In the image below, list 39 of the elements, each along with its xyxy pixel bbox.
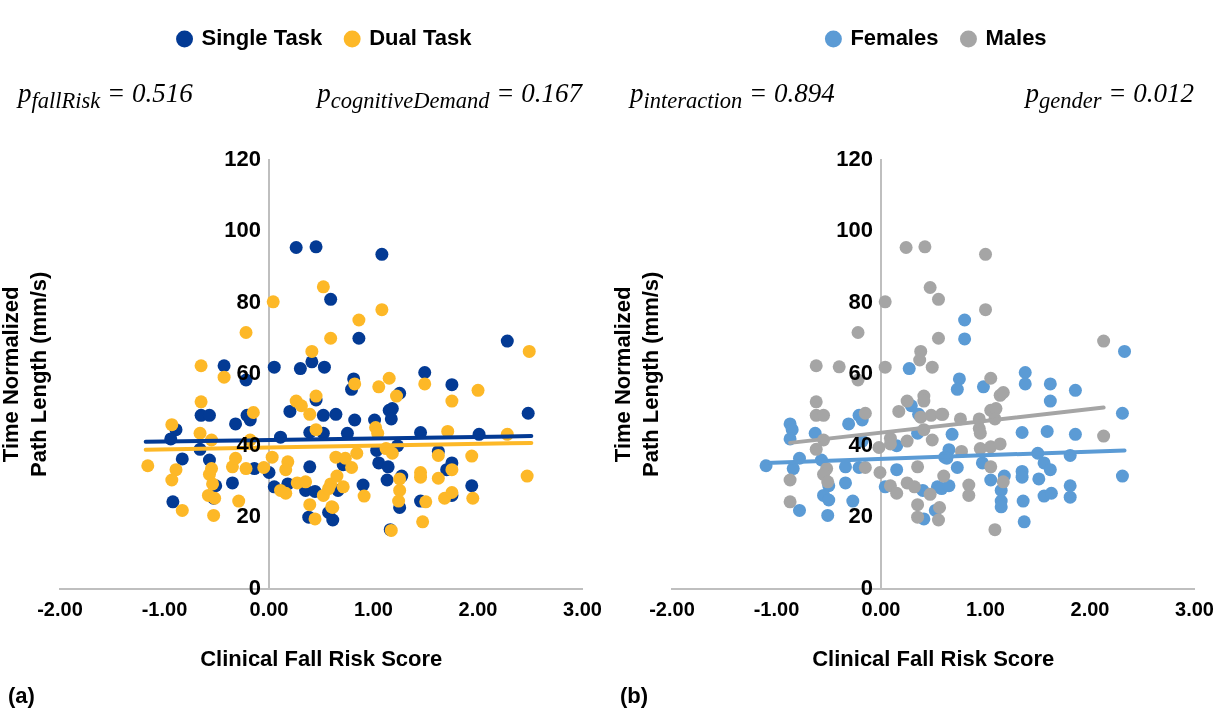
text: p$_{interaction}$ = 0.894 (630, 78, 835, 115)
x-tick-label: -2.00 (37, 598, 83, 621)
legend-label: Single Task (201, 25, 323, 51)
y-tick-label: 20 (848, 503, 874, 529)
legend-label: Dual Task (369, 25, 473, 51)
y-tick-label: 100 (224, 217, 262, 243)
text: (a) (8, 683, 35, 709)
y-tick-label: 60 (236, 360, 262, 386)
x-tick-label: 2.00 (458, 598, 498, 621)
y-tick-label: 40 (848, 431, 874, 457)
y-tick-label: 0 (860, 574, 874, 600)
y-tick-label: 80 (236, 288, 262, 314)
x-tick-label: -1.00 (753, 598, 800, 621)
x-tick-label: 0.00 (249, 598, 289, 621)
text: p$_{fallRisk}$ = 0.516 (18, 78, 193, 115)
x-axis-title: Clinical Fall Risk Score (812, 645, 1055, 671)
y-tick-label: 20 (236, 503, 262, 529)
x-tick-label: 3.00 (563, 598, 603, 621)
x-tick-label: 0.00 (861, 598, 901, 621)
y-tick-label: 100 (836, 217, 874, 243)
x-tick-label: -2.00 (649, 598, 695, 621)
text: p$_{gender}$ = 0.012 (1025, 78, 1194, 115)
text: p$_{cognitiveDemand}$ = 0.167 (317, 78, 582, 115)
y-tick-label: 120 (836, 146, 874, 172)
x-tick-label: 1.00 (354, 598, 393, 621)
x-axis-title: Clinical Fall Risk Score (200, 645, 443, 671)
x-tick-label: 1.00 (966, 598, 1005, 621)
x-tick-label: 3.00 (1175, 598, 1215, 621)
text: (b) (620, 683, 649, 709)
x-tick-label: -1.00 (141, 598, 188, 621)
y-tick-label: 60 (848, 360, 874, 386)
y-tick-label: 120 (224, 146, 262, 172)
y-tick-label: 0 (248, 574, 262, 600)
y-tick-label: 80 (848, 288, 874, 314)
y-axis-title: Time Normalized Path Length (mm/s) (0, 271, 52, 477)
legend-label: Males (985, 25, 1047, 51)
legend-label: Females (850, 25, 939, 51)
x-tick-label: 2.00 (1070, 598, 1110, 621)
y-axis-title: Time Normalized Path Length (mm/s) (610, 271, 664, 477)
